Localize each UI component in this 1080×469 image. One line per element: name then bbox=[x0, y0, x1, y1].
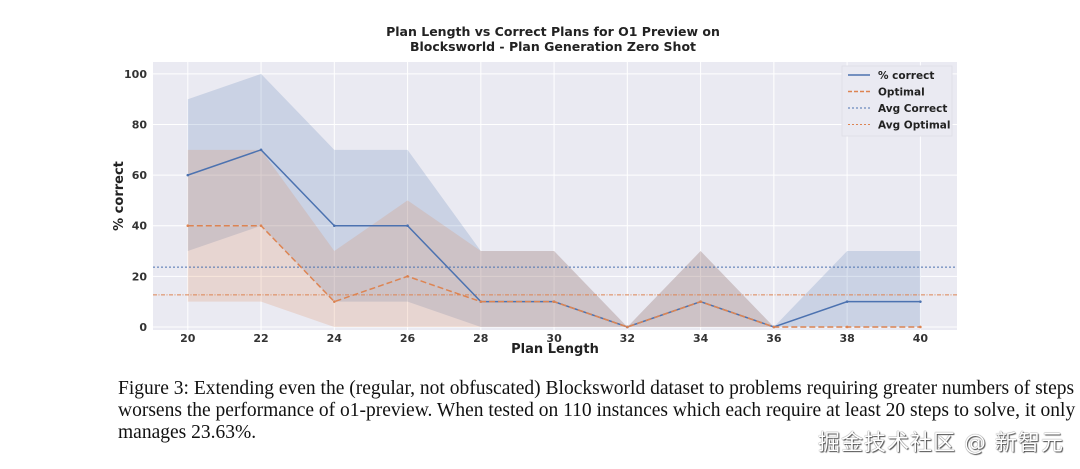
x-tick-label: 40 bbox=[913, 332, 929, 345]
chart-title-line-1: Plan Length vs Correct Plans for O1 Prev… bbox=[386, 24, 720, 39]
x-tick-label: 22 bbox=[253, 332, 268, 345]
legend-label: Avg Optimal bbox=[878, 120, 950, 132]
confidence-band-optimal bbox=[187, 149, 921, 327]
x-axis-label: Plan Length bbox=[511, 342, 599, 357]
data-point bbox=[186, 173, 190, 177]
x-tick-label: 24 bbox=[327, 332, 343, 345]
line-chart: Plan Length vs Correct Plans for O1 Prev… bbox=[112, 24, 957, 357]
confidence-band-correct bbox=[187, 73, 921, 327]
data-point bbox=[259, 224, 263, 228]
data-point bbox=[406, 275, 409, 278]
data-point bbox=[406, 224, 409, 228]
data-point bbox=[552, 300, 556, 303]
y-tick-label: 100 bbox=[124, 68, 147, 81]
x-tick-label: 28 bbox=[473, 332, 488, 345]
data-point bbox=[699, 300, 702, 303]
data-point bbox=[333, 300, 336, 303]
legend-label: Optimal bbox=[878, 87, 925, 99]
data-point bbox=[626, 325, 629, 329]
data-point bbox=[845, 325, 849, 329]
y-tick-label: 80 bbox=[132, 119, 148, 132]
chart-title-line-2: Blocksworld - Plan Generation Zero Shot bbox=[410, 39, 696, 54]
y-tick-label: 40 bbox=[132, 220, 148, 233]
watermark: 掘金技术社区 @ 新智元 bbox=[818, 431, 1064, 456]
figure-caption: Figure 3: Extending even the (regular, n… bbox=[118, 378, 1076, 443]
legend-label: Avg Correct bbox=[878, 103, 947, 115]
x-tick-label: 20 bbox=[180, 332, 196, 345]
data-point bbox=[333, 224, 336, 228]
data-point bbox=[919, 300, 922, 303]
data-point bbox=[772, 325, 776, 329]
data-point bbox=[479, 300, 483, 303]
y-axis-label: % correct bbox=[112, 161, 127, 231]
data-point bbox=[919, 325, 922, 329]
x-tick-label: 38 bbox=[839, 332, 854, 345]
legend-label: % correct bbox=[878, 70, 934, 82]
x-tick-label: 36 bbox=[766, 332, 782, 345]
x-tick-label: 34 bbox=[693, 332, 709, 345]
y-tick-label: 20 bbox=[132, 270, 148, 283]
x-tick-label: 30 bbox=[546, 332, 562, 345]
y-tick-label: 60 bbox=[132, 169, 148, 182]
x-tick-label: 26 bbox=[400, 332, 416, 345]
plot-area bbox=[153, 62, 957, 330]
data-point bbox=[845, 300, 849, 303]
legend: % correct Optimal Avg Correct Avg Optimal bbox=[841, 65, 953, 137]
x-tick-label: 32 bbox=[620, 332, 635, 345]
y-tick-label: 0 bbox=[139, 321, 147, 334]
data-point bbox=[259, 148, 263, 152]
data-point bbox=[186, 224, 190, 228]
